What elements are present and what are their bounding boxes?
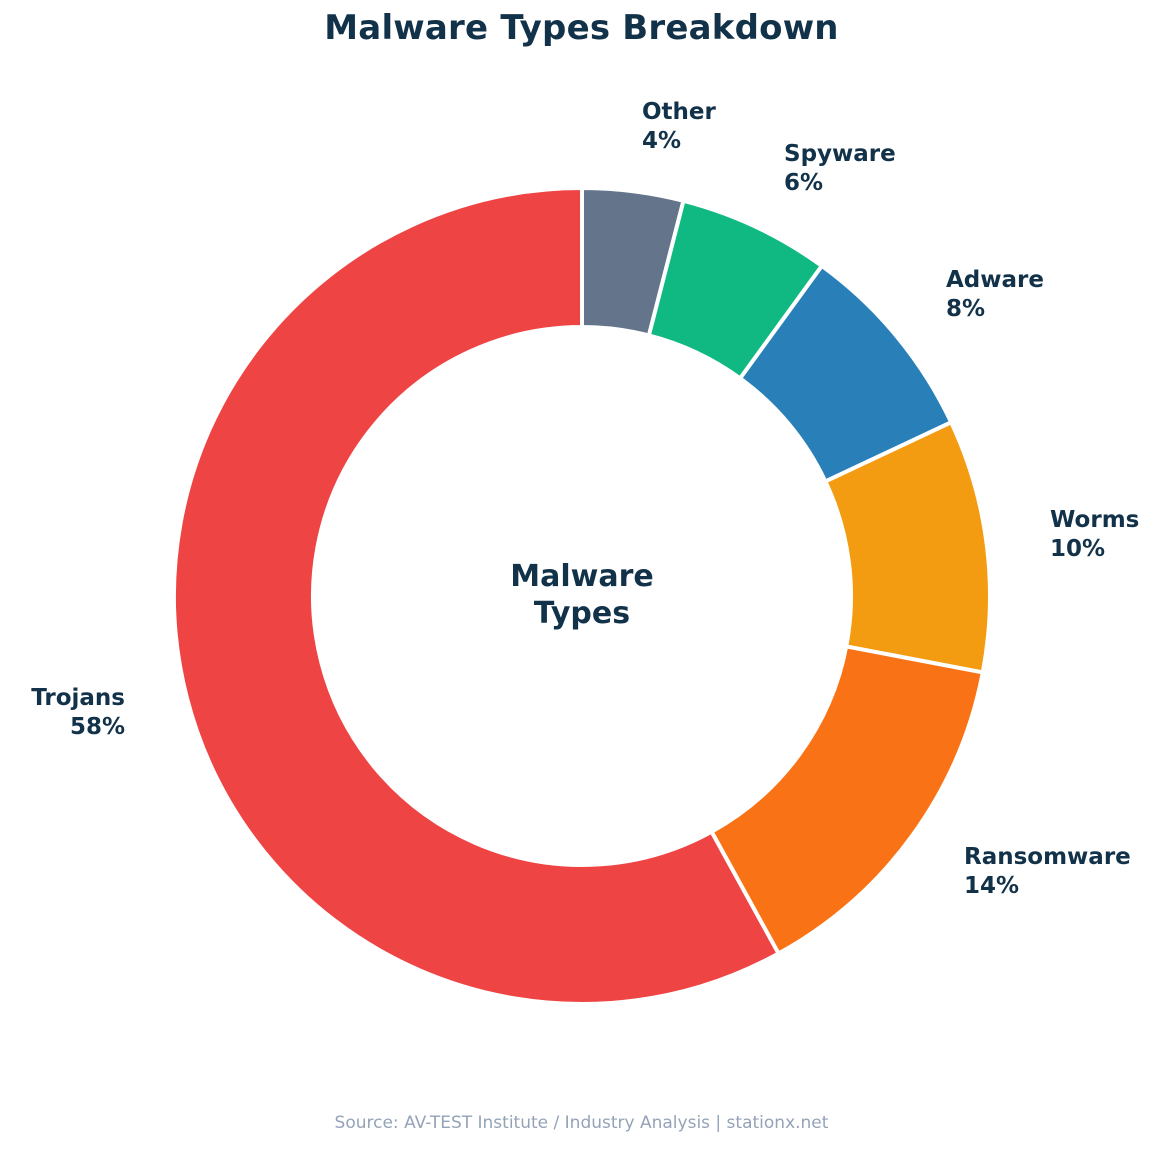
label-spyware: Spyware 6% xyxy=(784,140,896,198)
label-trojans: Trojans 58% xyxy=(31,684,125,742)
label-spyware-name: Spyware xyxy=(784,141,896,167)
label-ransomware: Ransomware 14% xyxy=(964,843,1131,901)
label-adware-pct: 8% xyxy=(946,296,986,322)
label-trojans-pct: 58% xyxy=(69,714,125,740)
donut-center-label: Malware Types xyxy=(432,558,732,632)
label-adware-name: Adware xyxy=(946,267,1044,293)
center-label-line1: Malware xyxy=(510,559,654,594)
label-trojans-name: Trojans xyxy=(31,685,125,711)
label-other-name: Other xyxy=(642,99,716,125)
label-spyware-pct: 6% xyxy=(784,170,824,196)
slice-trojans xyxy=(172,185,782,1006)
chart-title: Malware Types Breakdown xyxy=(324,8,839,48)
label-ransomware-name: Ransomware xyxy=(964,844,1131,870)
label-worms: Worms 10% xyxy=(1050,506,1139,564)
label-adware: Adware 8% xyxy=(946,266,1044,324)
label-ransomware-pct: 14% xyxy=(964,873,1020,899)
label-other: Other 4% xyxy=(642,98,716,156)
center-label-line2: Types xyxy=(533,596,631,631)
label-other-pct: 4% xyxy=(642,128,682,154)
source-caption: Source: AV-TEST Institute / Industry Ana… xyxy=(334,1113,829,1133)
label-worms-name: Worms xyxy=(1050,507,1140,533)
label-worms-pct: 10% xyxy=(1050,536,1106,562)
